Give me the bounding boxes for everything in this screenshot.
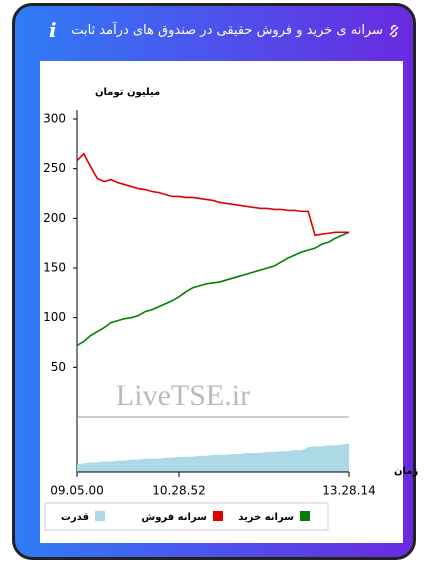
info-icon[interactable]: i bbox=[49, 18, 57, 42]
legend-label: سرانه خرید bbox=[238, 512, 294, 523]
legend-swatch bbox=[300, 511, 310, 521]
y-tick-label: 300 bbox=[43, 112, 66, 126]
x-tick-label: 13.28.14 bbox=[322, 484, 375, 498]
legend-box bbox=[44, 502, 329, 531]
x-tick-label: 10.28.52 bbox=[152, 484, 205, 498]
legend-swatch bbox=[213, 511, 223, 521]
header-title: سرانه ی خرید و فروش حقیقی در صندوق های د… bbox=[71, 23, 383, 38]
header: i سرانه ی خرید و فروش حقیقی در صندوق های… bbox=[15, 6, 413, 58]
watermark: LiveTSE.ir bbox=[116, 379, 250, 412]
y-axis-label: میلیون تومان bbox=[95, 87, 160, 98]
y-tick-label: 250 bbox=[43, 161, 66, 175]
line bbox=[76, 152, 349, 237]
y-tick-label: 150 bbox=[43, 261, 66, 275]
y-tick-label: 200 bbox=[43, 211, 66, 225]
line bbox=[76, 231, 350, 347]
y-tick-label: 50 bbox=[51, 360, 66, 374]
legend-label: سرانه فروش bbox=[141, 512, 207, 523]
y-tick-label: 100 bbox=[43, 310, 66, 324]
area bbox=[77, 443, 349, 472]
legend-swatch bbox=[95, 511, 105, 521]
legend-label: قدرت bbox=[61, 512, 89, 523]
link-icon[interactable] bbox=[387, 24, 401, 38]
x-tick-label: 09.05.00 bbox=[50, 484, 103, 498]
x-axis-label: زمان bbox=[394, 466, 418, 477]
